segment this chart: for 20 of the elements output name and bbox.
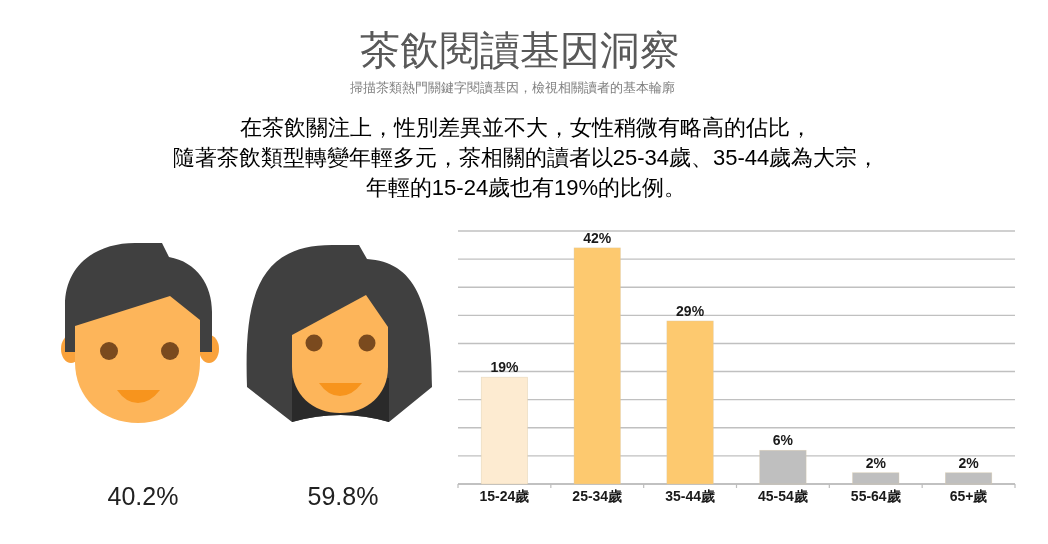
data-label: 42% [583, 229, 612, 246]
text: 年輕的15-24歲也有19%的比例。 [365, 175, 687, 200]
data-label: 19% [490, 359, 519, 376]
x-tick-label: 35-44歲 [665, 488, 715, 504]
text: 在茶飲關注上，性別差異並不大，女性稍微有略高的佔比， [240, 115, 812, 140]
text: 隨著茶飲類型轉變年輕多元，茶相關的讀者以25-34歲、35-44歲為大宗， [172, 145, 880, 170]
x-tick-label: 65+歲 [949, 488, 988, 504]
text: 掃描茶類熱門關鍵字閱讀基因，檢視相關讀者的基本輪廓 [349, 80, 675, 95]
data-label: 2% [958, 454, 980, 471]
x-tick-label: 45-54歲 [758, 488, 808, 504]
data-label: 29% [676, 302, 705, 319]
x-tick-label: 25-34歲 [572, 488, 623, 504]
bar [573, 247, 621, 485]
data-label: 2% [865, 454, 887, 471]
data-label: 6% [772, 432, 794, 449]
bar [480, 376, 528, 485]
text: 茶飲閱讀基因洞察 [360, 28, 680, 72]
bar [666, 320, 714, 485]
x-tick-label: 15-24歲 [479, 488, 530, 504]
x-tick-label: 55-64歲 [850, 488, 901, 504]
